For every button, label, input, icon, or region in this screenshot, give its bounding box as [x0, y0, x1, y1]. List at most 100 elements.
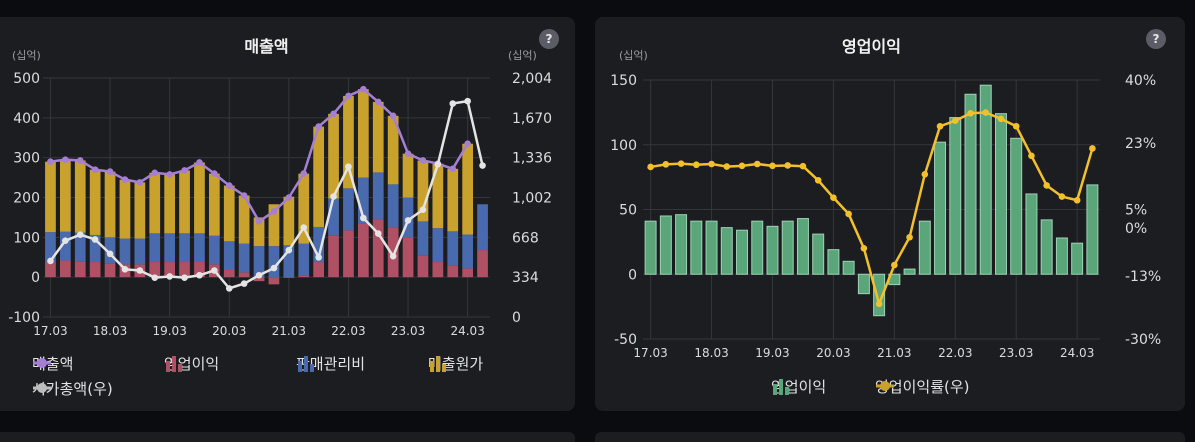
bar-segment: [179, 233, 190, 263]
bar-segment: [298, 275, 310, 278]
x-tick: 21.03: [272, 324, 306, 338]
data-point: [121, 265, 129, 273]
bar-segment: [74, 232, 86, 262]
help-icon[interactable]: ?: [1146, 29, 1166, 49]
bar-chart-icon: [430, 356, 446, 372]
data-point: [211, 170, 218, 177]
bar-segment: [873, 273, 886, 317]
data-point: [166, 273, 173, 280]
bar-segment: [402, 237, 414, 278]
legend-label: 매출원가: [428, 355, 484, 373]
legend-label: 시가총액(우): [32, 380, 113, 398]
y-tick-right: 5%: [1125, 203, 1147, 219]
data-point: [875, 300, 883, 308]
legend-item-operating-margin[interactable]: 영업이익률(우): [875, 376, 970, 397]
data-point: [211, 267, 218, 274]
bar-segment: [1025, 193, 1038, 275]
bar-segment: [659, 215, 672, 275]
data-point: [967, 110, 974, 117]
y-tick-left: 150: [610, 73, 637, 89]
bar-segment: [357, 89, 369, 178]
bar-segment: [74, 160, 86, 233]
data-point: [814, 176, 822, 184]
data-point: [106, 168, 114, 175]
y-tick-right: 668: [512, 230, 539, 246]
bar-segment: [447, 168, 459, 232]
y-tick-right: 1,002: [512, 191, 552, 207]
y-tick-left: 0: [31, 270, 40, 286]
y-tick-right: 0%: [1125, 221, 1147, 237]
data-point: [181, 274, 188, 281]
data-point: [464, 97, 471, 105]
bar-segment: [402, 153, 414, 198]
legend-item-operating-profit[interactable]: 영업이익: [164, 353, 219, 374]
bar-segment: [842, 260, 855, 275]
bar-chart-icon: [773, 379, 789, 395]
legend-label: 영업이익률(우): [875, 378, 970, 396]
legend-item-operating-profit[interactable]: 영업이익: [771, 376, 826, 397]
bar-segment: [372, 219, 384, 278]
legend-item-market-cap[interactable]: 시가총액(우): [32, 378, 113, 399]
bar-segment: [705, 220, 718, 275]
x-tick: 22.03: [331, 324, 365, 338]
y-tick-right: 23%: [1125, 136, 1156, 152]
bar-segment: [208, 235, 220, 265]
bar-segment: [194, 233, 205, 263]
bar-segment: [675, 214, 688, 275]
bar-segment: [89, 234, 101, 263]
line-marker-icon: [33, 383, 51, 393]
y-tick-right: 1,670: [512, 111, 552, 127]
bar-segment: [253, 246, 265, 278]
bar-segment: [134, 238, 146, 265]
data-point: [389, 252, 397, 260]
data-point: [91, 236, 99, 243]
data-point: [784, 162, 792, 169]
data-point: [982, 109, 990, 116]
bar-segment: [208, 173, 220, 236]
legend-item-sga[interactable]: 판매관리비: [296, 353, 365, 374]
bar-segment: [343, 188, 354, 231]
data-point: [166, 171, 173, 178]
x-tick: 22.03: [938, 346, 972, 360]
data-point: [662, 161, 670, 168]
bar-segment: [328, 113, 339, 199]
data-point: [47, 257, 54, 265]
data-point: [62, 156, 69, 163]
bar-segment: [796, 218, 809, 275]
help-icon[interactable]: ?: [539, 29, 559, 49]
next-panel-edge: [595, 432, 1185, 442]
legend-item-cogs[interactable]: 매출원가: [428, 353, 483, 374]
bar-segment: [462, 143, 474, 235]
legend-item-revenue[interactable]: 매출액: [32, 353, 73, 374]
bar-segment: [903, 268, 916, 275]
data-point: [647, 163, 654, 171]
data-point: [374, 98, 382, 106]
x-tick: 24.03: [1060, 346, 1094, 360]
data-point: [693, 161, 700, 169]
bar-segment: [134, 182, 146, 239]
data-point: [708, 160, 715, 168]
data-point: [738, 162, 746, 170]
y-tick-right: 0: [512, 310, 521, 326]
bar-segment: [432, 163, 444, 229]
bar-segment: [477, 250, 488, 278]
x-tick: 20.03: [816, 346, 850, 360]
bar-segment: [253, 277, 265, 282]
bar-segment: [45, 161, 56, 233]
x-tick: 19.03: [755, 346, 789, 360]
bar-segment: [343, 230, 354, 278]
data-point: [419, 157, 427, 164]
bar-segment: [372, 101, 384, 173]
data-point: [921, 171, 929, 178]
bar-segment: [59, 231, 71, 261]
y-tick-right: 334: [512, 270, 539, 286]
bar-segment: [223, 185, 235, 242]
data-point: [225, 182, 233, 189]
bar-segment: [164, 262, 176, 278]
data-point: [753, 160, 761, 168]
data-point: [270, 208, 278, 215]
x-tick: 17.03: [33, 324, 67, 338]
bar-segment: [357, 177, 369, 224]
bar-segment: [979, 84, 992, 275]
data-point: [997, 115, 1005, 123]
